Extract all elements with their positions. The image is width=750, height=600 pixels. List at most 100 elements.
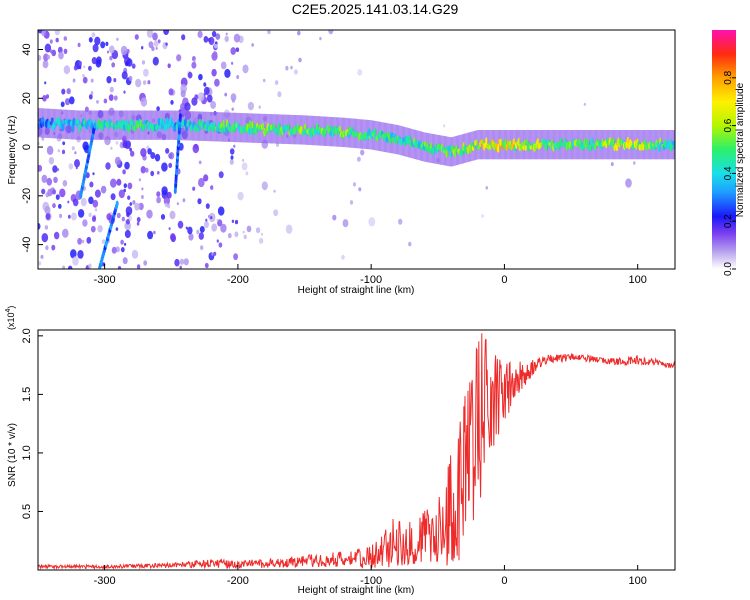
spectrogram-x-label: Height of straight line (km) [298, 285, 415, 296]
snr-multiplier: (x104) [5, 306, 16, 330]
spectrogram-noise-speck [71, 146, 75, 151]
spectrogram-noise-speck [77, 209, 85, 218]
spectrogram-noise-speck [161, 162, 168, 172]
spectrogram-noise-speck [77, 42, 81, 48]
spectrogram-noise-speck [156, 106, 160, 112]
spectrogram-noise-speck [141, 195, 144, 199]
spectrogram-noise-speck [168, 227, 171, 231]
spectrogram-noise-speck [200, 245, 204, 251]
spectrogram-noise-speck [156, 196, 162, 204]
colorbar-tick-label: 0.8 [723, 70, 734, 84]
spectrogram-noise-speck [41, 188, 46, 195]
spectrogram-noise-speck [368, 217, 376, 227]
spectrogram-y-tick-label: 20 [21, 92, 33, 104]
spectrogram-noise-speck [90, 225, 96, 233]
spectrogram-noise-speck [277, 91, 282, 98]
spectrogram-noise-speck [242, 158, 245, 162]
spectrogram-noise-speck [100, 185, 107, 194]
snr-y-label: SNR (10 * v/v) [7, 423, 18, 487]
spectrogram-noise-speck [105, 41, 109, 47]
spectrogram-noise-speck [332, 214, 337, 221]
spectrogram-noise-speck [70, 249, 77, 259]
spectrogram-noise-speck [198, 232, 204, 240]
spectrogram-x-ticks: -300 -200 -100 0 100 [94, 264, 647, 286]
spectrogram-noise-speck [69, 96, 75, 105]
snr-frame [37, 329, 676, 571]
spectrogram-noise-speck [229, 148, 235, 155]
spectrogram-noise-speck [147, 230, 154, 240]
spectrogram-noise-speck [74, 159, 80, 168]
spectrogram-noise-speck [120, 45, 128, 56]
spectrogram-noise-speck [203, 36, 209, 43]
spectrogram-noise-speck [177, 220, 184, 229]
spectrogram-trace-halo [451, 137, 453, 167]
colorbar-tick-label: 0.4 [723, 166, 734, 180]
spectrogram-noise-speck [218, 171, 224, 179]
spectrogram-noise-speck [57, 46, 63, 54]
spectrogram-noise-speck [135, 78, 142, 88]
spectrogram-noise-speck [357, 156, 361, 162]
spectrogram-noise-speck [152, 56, 159, 66]
spectrogram-noise-speck [125, 61, 129, 67]
spectrogram-noise-speck [118, 189, 125, 199]
spectrogram-noise-speck [485, 186, 489, 190]
spectrogram-noise-speck [357, 69, 363, 76]
spectrogram-noise-speck [155, 47, 158, 50]
spectrogram-noise-speck [134, 34, 139, 40]
spectrogram-noise-speck [138, 202, 144, 211]
spectrogram-noise-speck [167, 63, 171, 69]
spectrogram-noise-speck [52, 189, 57, 195]
spectrogram-noise-speck [44, 206, 51, 215]
spectrogram-noise-speck [116, 212, 121, 219]
spectrogram-noise-speck [184, 102, 191, 111]
spectrogram-noise-speck [140, 166, 146, 174]
spectrogram-noise-speck [233, 144, 236, 148]
spectrogram-noise-speck [106, 50, 110, 54]
spectrogram-noise-speck [126, 212, 130, 218]
spectrogram-noise-speck [211, 68, 217, 77]
spectrogram-noise-speck [227, 233, 232, 239]
spectrogram-noise-speck [224, 35, 229, 43]
spectrogram-noise-speck [136, 264, 141, 269]
spectrogram-noise-speck [167, 204, 171, 209]
spectrogram-streak-cell [178, 113, 182, 119]
spectrogram-noise-speck [54, 30, 60, 36]
spectrogram-noise-speck [80, 197, 87, 207]
spectrogram-y-tick-label: -40 [21, 237, 33, 253]
spectrogram-noise-speck [147, 148, 152, 155]
spectrogram-noise-speck [319, 36, 322, 41]
spectrogram-noise-speck [63, 48, 68, 54]
spectrogram-noise-speck [187, 71, 193, 79]
spectrogram-noise-speck [258, 105, 261, 109]
spectrogram-marks [38, 30, 675, 269]
spectrogram-noise-speck [115, 227, 119, 231]
snr-panel: -300 -200 -100 0 100 0.5 1.0 1.5 2.0 Height of … [5, 306, 676, 596]
spectrogram-noise-speck [197, 198, 202, 205]
spectrogram-noise-speck [481, 214, 484, 218]
colorbar-label: Normalized spectral amplitude [735, 82, 746, 217]
spectrogram-noise-speck [197, 92, 205, 102]
spectrogram-trace-halo [447, 136, 450, 167]
spectrogram-noise-speck [187, 226, 193, 235]
spectrogram-noise-speck [122, 141, 128, 149]
spectrogram-noise-speck [610, 162, 614, 167]
spectrogram-noise-speck [208, 36, 215, 46]
spectrogram-noise-speck [72, 198, 79, 207]
spectrogram-noise-speck [57, 149, 60, 153]
snr-y-tick-label: 1.0 [21, 445, 33, 460]
spectrogram-noise-speck [231, 107, 234, 111]
spectrogram-noise-speck [170, 233, 176, 241]
spectrogram-noise-speck [124, 229, 131, 239]
spectrogram-trace-halo [481, 130, 483, 160]
spectrogram-noise-speck [154, 153, 161, 162]
spectrogram-noise-speck [77, 237, 82, 245]
spectrogram-noise-speck [63, 65, 71, 75]
spectrogram-noise-speck [360, 149, 365, 156]
spectrogram-noise-speck [245, 171, 249, 176]
spectrogram-noise-speck [210, 216, 213, 220]
spectrogram-noise-speck [230, 47, 236, 55]
spectrogram-noise-speck [121, 216, 125, 222]
spectrogram-noise-speck [91, 216, 97, 222]
spectrogram-noise-speck [123, 183, 128, 189]
spectrogram-noise-speck [82, 219, 88, 227]
